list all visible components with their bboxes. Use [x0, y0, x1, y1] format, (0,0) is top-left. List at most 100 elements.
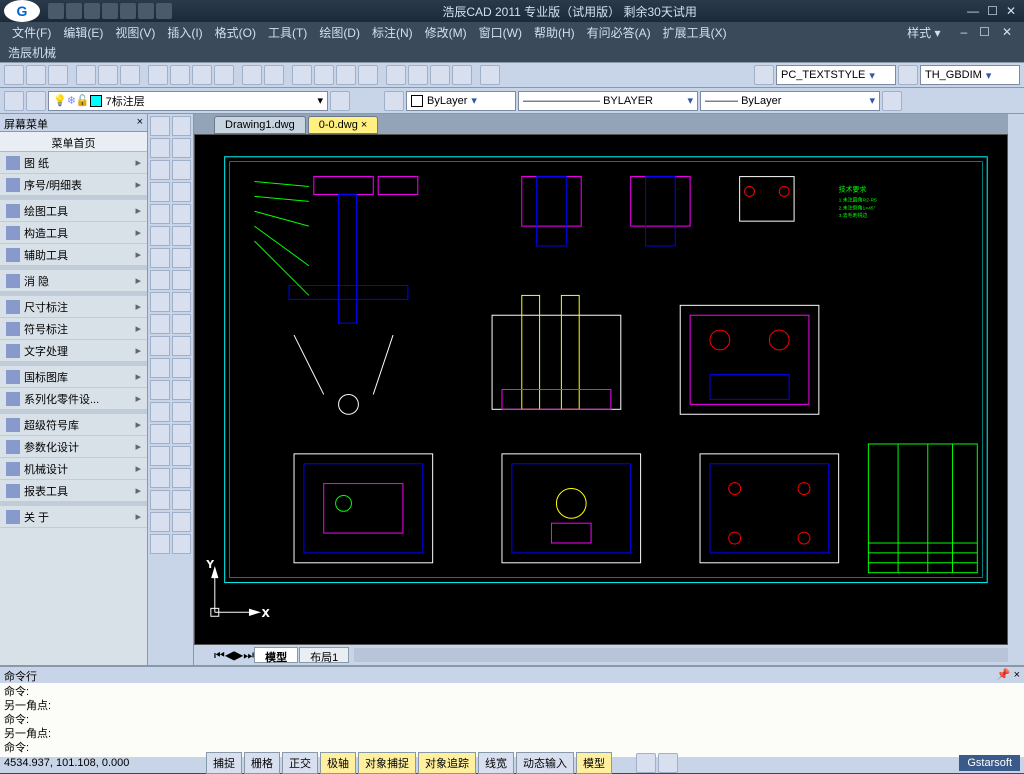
modify-tool-15[interactable]: [172, 270, 192, 290]
layout-nav-first-icon[interactable]: ⏮: [214, 648, 225, 663]
draw-tool-26[interactable]: [150, 402, 170, 422]
screen-menu-item[interactable]: 尺寸标注▸: [0, 296, 147, 318]
toolpalette-icon[interactable]: [430, 65, 450, 85]
modify-tool-5[interactable]: [172, 160, 192, 180]
draw-tool-36[interactable]: [150, 512, 170, 532]
menu-modify[interactable]: 修改(M): [421, 24, 471, 41]
screen-menu-item[interactable]: 构造工具▸: [0, 222, 147, 244]
panel-close-icon[interactable]: ×: [137, 116, 143, 129]
new-icon[interactable]: [4, 65, 24, 85]
help-icon[interactable]: [480, 65, 500, 85]
designcenter-icon[interactable]: [408, 65, 428, 85]
status-toggle-模型[interactable]: 模型: [576, 752, 612, 774]
status-toggle-正交[interactable]: 正交: [282, 752, 318, 774]
screen-menu-item[interactable]: 符号标注▸: [0, 318, 147, 340]
menu-view[interactable]: 视图(V): [111, 24, 159, 41]
layout-tab-1[interactable]: 布局1: [299, 647, 349, 663]
menu-format[interactable]: 格式(O): [211, 24, 260, 41]
modify-tool-13[interactable]: [172, 248, 192, 268]
hscrollbar[interactable]: [354, 648, 1008, 662]
modify-tool-7[interactable]: [172, 182, 192, 202]
print-icon[interactable]: [76, 65, 96, 85]
modify-tool-35[interactable]: [172, 490, 192, 510]
modify-tool-29[interactable]: [172, 424, 192, 444]
draw-tool-38[interactable]: [150, 534, 170, 554]
menu-mechanical[interactable]: 浩辰机械: [8, 44, 56, 61]
vscrollbar[interactable]: [1008, 114, 1024, 665]
draw-tool-22[interactable]: [150, 358, 170, 378]
draw-tool-4[interactable]: [150, 160, 170, 180]
menu-file[interactable]: 文件(F): [8, 24, 55, 41]
layer-state-icon[interactable]: [26, 91, 46, 111]
draw-tool-30[interactable]: [150, 446, 170, 466]
screen-menu-item[interactable]: 参数化设计▸: [0, 436, 147, 458]
matchprop-icon[interactable]: [214, 65, 234, 85]
draw-tool-34[interactable]: [150, 490, 170, 510]
draw-tool-24[interactable]: [150, 380, 170, 400]
screen-menu-item[interactable]: 系列化零件设...▸: [0, 388, 147, 410]
maximize-icon[interactable]: ☐: [987, 4, 998, 18]
status-toggle-栅格[interactable]: 栅格: [244, 752, 280, 774]
pan-icon[interactable]: [292, 65, 312, 85]
menu-insert[interactable]: 插入(I): [163, 24, 206, 41]
qat-new-icon[interactable]: [48, 3, 64, 19]
menu-draw[interactable]: 绘图(D): [315, 24, 364, 41]
draw-tool-28[interactable]: [150, 424, 170, 444]
command-history[interactable]: 命令:另一角点:命令:另一角点:命令:: [0, 683, 1024, 757]
qat-print-icon[interactable]: [120, 3, 136, 19]
status-toggle-捕捉[interactable]: 捕捉: [206, 752, 242, 774]
modify-tool-19[interactable]: [172, 314, 192, 334]
layer-manager-icon[interactable]: [4, 91, 24, 111]
status-icon-1[interactable]: [636, 753, 656, 773]
screen-menu-item[interactable]: 绘图工具▸: [0, 200, 147, 222]
screen-menu-item[interactable]: 辅助工具▸: [0, 244, 147, 266]
modify-tool-17[interactable]: [172, 292, 192, 312]
properties-icon[interactable]: [386, 65, 406, 85]
file-tab[interactable]: Drawing1.dwg: [214, 116, 306, 134]
minimize-icon[interactable]: —: [967, 4, 979, 18]
paste-icon[interactable]: [192, 65, 212, 85]
layout-nav-next-icon[interactable]: ▶: [234, 648, 243, 662]
textstyle-select[interactable]: PC_TEXTSTYLE▾: [776, 65, 896, 85]
draw-tool-16[interactable]: [150, 292, 170, 312]
lineweight-settings-icon[interactable]: [882, 91, 902, 111]
qat-saveas-icon[interactable]: [102, 3, 118, 19]
menu-window[interactable]: 窗口(W): [475, 24, 526, 41]
draw-tool-12[interactable]: [150, 248, 170, 268]
qat-undo-icon[interactable]: [156, 3, 172, 19]
layout-tab-model[interactable]: 模型: [254, 647, 298, 663]
screen-menu-item[interactable]: 超级符号库▸: [0, 414, 147, 436]
qat-preview-icon[interactable]: [138, 3, 154, 19]
menu-style[interactable]: 样式 ▾: [903, 24, 944, 41]
doc-minimize-icon[interactable]: –: [956, 25, 971, 39]
open-icon[interactable]: [26, 65, 46, 85]
draw-tool-0[interactable]: [150, 116, 170, 136]
dimstyle-icon[interactable]: [898, 65, 918, 85]
status-toggle-线宽[interactable]: 线宽: [478, 752, 514, 774]
screen-menu-item[interactable]: 消 隐▸: [0, 270, 147, 292]
save-icon[interactable]: [48, 65, 68, 85]
modify-tool-21[interactable]: [172, 336, 192, 356]
modify-tool-37[interactable]: [172, 512, 192, 532]
publish-icon[interactable]: [120, 65, 140, 85]
zoomprev-icon[interactable]: [358, 65, 378, 85]
draw-tool-10[interactable]: [150, 226, 170, 246]
menu-qa[interactable]: 有问必答(A): [583, 24, 655, 41]
file-tab-active[interactable]: 0-0.dwg ×: [308, 116, 379, 134]
zoomwin-icon[interactable]: [336, 65, 356, 85]
screen-menu-item[interactable]: 关 于▸: [0, 506, 147, 528]
draw-tool-2[interactable]: [150, 138, 170, 158]
modify-tool-11[interactable]: [172, 226, 192, 246]
doc-close-icon[interactable]: ✕: [998, 25, 1016, 39]
screen-menu-item[interactable]: 报表工具▸: [0, 480, 147, 502]
tab-close-icon[interactable]: ×: [361, 119, 367, 131]
screen-menu-item[interactable]: 机械设计▸: [0, 458, 147, 480]
cut-icon[interactable]: [148, 65, 168, 85]
layout-nav-prev-icon[interactable]: ◀: [225, 648, 234, 662]
drawing-canvas[interactable]: 技术要求 1.未注圆角R2-R5 2.未注倒角1×45° 3.去毛刺锐边: [194, 134, 1008, 645]
dimstyle-select[interactable]: TH_GBDIM▾: [920, 65, 1020, 85]
screen-menu-item[interactable]: 文字处理▸: [0, 340, 147, 362]
lineweight-select[interactable]: ——— ByLayer▾: [700, 91, 880, 111]
modify-tool-33[interactable]: [172, 468, 192, 488]
draw-tool-8[interactable]: [150, 204, 170, 224]
